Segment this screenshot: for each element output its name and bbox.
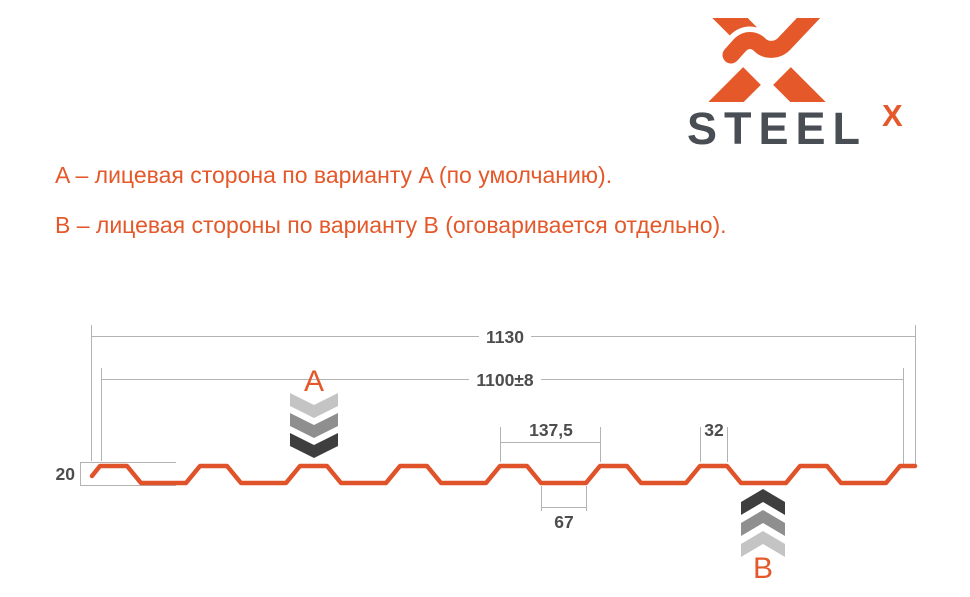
dim-height: 20 — [56, 462, 176, 486]
brand-sup-x: X — [882, 98, 903, 133]
brand-text: STEEL — [687, 103, 868, 154]
dim-rib-top-label: 32 — [704, 420, 724, 440]
dim-height-label: 20 — [56, 464, 76, 484]
dim-valley: 67 — [541, 486, 587, 532]
dim-working-width-label: 1100±8 — [476, 370, 534, 390]
profile-diagram: 1130 1100±8 137,5 32 67 — [56, 325, 918, 585]
dim-rib-pitch-label: 137,5 — [529, 420, 573, 440]
extension-lines — [91, 325, 916, 464]
side-b-marker: B — [741, 489, 785, 585]
side-a-marker: A — [290, 365, 338, 458]
dim-overall-width: 1130 — [91, 327, 916, 347]
note-line-b: B – лицевая стороны по варианту B (огова… — [55, 212, 727, 238]
dim-rib-pitch: 137,5 — [500, 420, 601, 462]
dim-overall-width-label: 1130 — [486, 327, 524, 347]
chevron-up-dark-icon — [741, 489, 785, 515]
side-b-label: B — [753, 552, 773, 585]
chevron-down-dark-icon — [290, 433, 338, 458]
logo-s-stroke — [722, 0, 827, 64]
note-line-a: A – лицевая сторона по варианту A (по ум… — [55, 162, 613, 188]
sheet-profile-line — [89, 463, 918, 486]
chevron-down-mid-icon — [290, 413, 338, 438]
chevron-down-light-icon — [290, 393, 338, 418]
chevron-up-mid-icon — [741, 510, 785, 536]
dim-rib-top: 32 — [700, 420, 728, 462]
dim-valley-label: 67 — [554, 512, 573, 532]
logo-arm-bottom-right — [773, 67, 829, 123]
chevron-up-light-icon — [741, 531, 785, 557]
dim-working-width: 1100±8 — [101, 370, 904, 390]
steelx-logo-mark-icon — [705, 0, 832, 123]
side-a-label: A — [304, 365, 324, 398]
logo-arm-bottom-left — [705, 67, 761, 123]
logo — [702, 0, 832, 123]
